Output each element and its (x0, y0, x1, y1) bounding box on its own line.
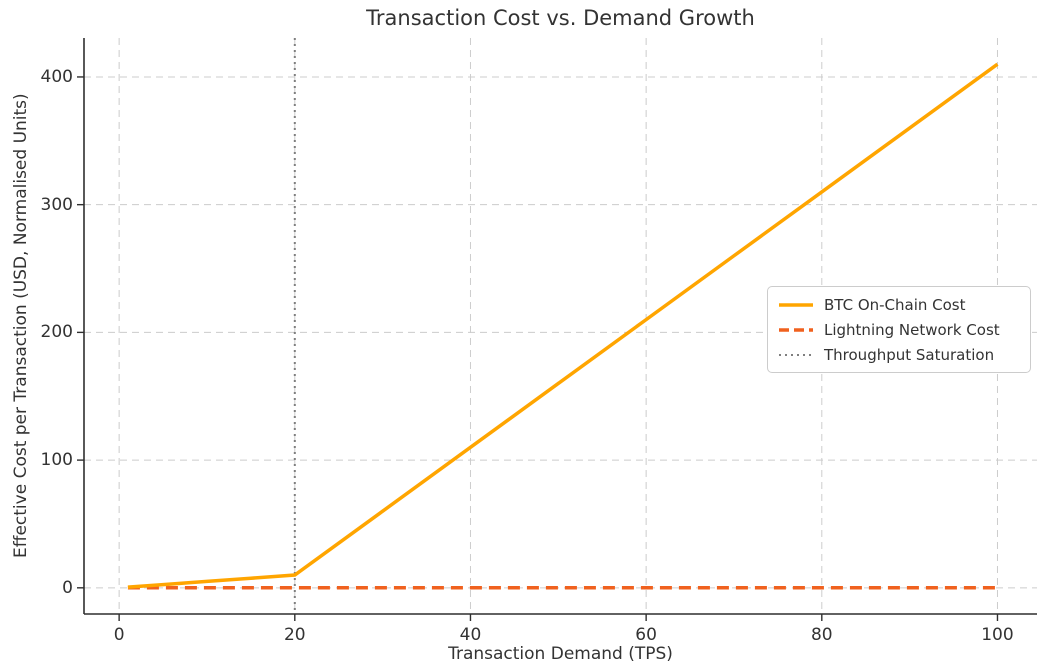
series-line-btc-on-chain-cost (127, 62, 999, 589)
legend-row: Lightning Network Cost (778, 319, 1020, 340)
legend-dotted-line-icon (779, 353, 813, 356)
x-axis-label: Transaction Demand (TPS) (448, 644, 673, 664)
x-tick-label: 0 (113, 625, 125, 645)
x-tick-label: 40 (459, 625, 482, 645)
x-tick-label: 100 (981, 625, 1014, 645)
y-tick-label: 0 (62, 577, 73, 598)
y-tick-label: 200 (40, 322, 73, 343)
y-tick-label: 300 (40, 194, 73, 215)
x-tick-label: 20 (283, 625, 306, 645)
y-tick-label: 400 (40, 66, 73, 87)
chart-title: Transaction Cost vs. Demand Growth (366, 6, 755, 30)
y-tick-label: 100 (40, 450, 73, 471)
legend-label: Throughput Saturation (824, 345, 995, 364)
legend-row: Throughput Saturation (778, 344, 1020, 365)
legend: BTC On-Chain Cost Lightning Network Cost T… (767, 286, 1031, 373)
legend-label: Lightning Network Cost (824, 320, 1000, 339)
x-tick-label: 80 (810, 625, 833, 645)
legend-label: BTC On-Chain Cost (824, 295, 966, 314)
legend-dashed-line-icon (779, 327, 813, 332)
x-tick-label: 60 (635, 625, 657, 645)
legend-row: BTC On-Chain Cost (778, 294, 1020, 315)
legend-solid-line-icon (779, 302, 813, 307)
